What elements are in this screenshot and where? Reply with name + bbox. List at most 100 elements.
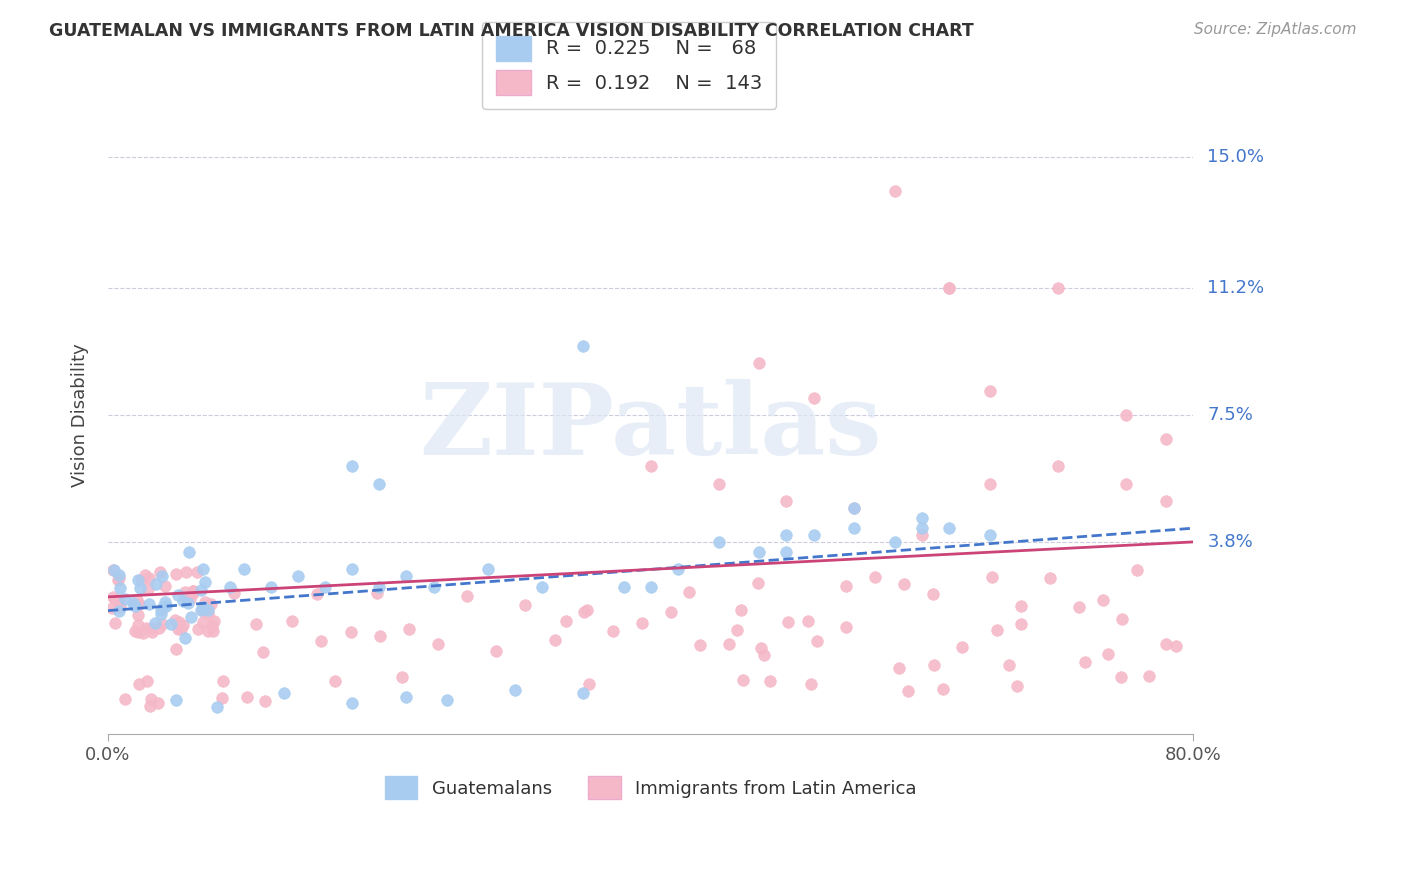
Point (1039, 571, 1062, 585)
Point (186, 565, 208, 579)
Point (152, 599, 174, 614)
Point (219, 580, 242, 594)
Point (1109, 670, 1132, 684)
Point (202, 614, 225, 628)
Point (134, 568, 156, 582)
Point (107, 604, 129, 618)
Point (339, 624, 361, 639)
Point (1115, 476, 1137, 491)
Point (314, 580, 336, 594)
Point (1010, 599, 1032, 613)
Point (165, 642, 187, 657)
Point (1067, 599, 1090, 614)
Point (197, 624, 219, 638)
Point (1111, 612, 1133, 626)
Point (155, 599, 177, 613)
Point (149, 607, 172, 622)
Point (197, 603, 219, 617)
Point (572, 605, 595, 619)
Point (135, 673, 157, 688)
Point (775, 528, 797, 542)
Point (107, 574, 129, 588)
Point (128, 617, 150, 632)
Point (165, 693, 187, 707)
Point (1074, 655, 1097, 669)
Point (980, 570, 1002, 584)
Point (128, 677, 150, 691)
Point (436, 693, 458, 707)
Point (165, 613, 187, 627)
Point (748, 356, 770, 370)
Point (689, 638, 711, 652)
Point (922, 657, 945, 672)
Point (806, 633, 828, 648)
Point (176, 592, 198, 607)
Point (143, 615, 166, 630)
Point (191, 599, 214, 614)
Point (212, 674, 235, 689)
Point (281, 615, 304, 629)
Point (190, 603, 212, 617)
Point (159, 617, 181, 632)
Point (165, 567, 187, 582)
Point (725, 624, 748, 638)
Point (138, 597, 160, 611)
Point (124, 624, 146, 638)
Point (485, 644, 508, 658)
Point (197, 606, 219, 620)
Point (205, 699, 228, 714)
Text: ZIPatlas: ZIPatlas (419, 379, 882, 476)
Point (368, 476, 391, 491)
Legend: Guatemalans, Immigrants from Latin America: Guatemalans, Immigrants from Latin Ameri… (375, 767, 925, 808)
Point (897, 683, 920, 698)
Point (273, 686, 295, 700)
Point (200, 597, 222, 611)
Point (1156, 637, 1178, 651)
Point (342, 459, 364, 474)
Point (201, 619, 224, 633)
Point (395, 690, 418, 704)
Point (180, 610, 202, 624)
Point (342, 562, 364, 576)
Point (169, 622, 191, 636)
Point (422, 580, 444, 594)
Point (114, 692, 136, 706)
Point (427, 637, 450, 651)
Point (1046, 281, 1069, 295)
Point (718, 637, 741, 651)
Point (172, 594, 194, 608)
Point (803, 391, 825, 405)
Text: GUATEMALAN VS IMMIGRANTS FROM LATIN AMERICA VISION DISABILITY CORRELATION CHART: GUATEMALAN VS IMMIGRANTS FROM LATIN AMER… (49, 22, 974, 40)
Point (129, 573, 152, 587)
Point (733, 673, 755, 687)
Point (986, 624, 1008, 638)
Point (797, 615, 820, 629)
Point (730, 603, 752, 617)
Point (844, 500, 866, 515)
Point (167, 588, 190, 602)
Point (391, 670, 413, 684)
Point (938, 281, 960, 295)
Point (776, 615, 799, 629)
Point (835, 620, 858, 634)
Point (1010, 617, 1032, 632)
Point (132, 626, 155, 640)
Point (1092, 593, 1115, 607)
Point (150, 603, 173, 617)
Point (938, 521, 960, 535)
Point (173, 585, 195, 599)
Point (181, 586, 204, 600)
Point (747, 575, 769, 590)
Point (193, 615, 215, 629)
Point (194, 575, 217, 590)
Point (1046, 459, 1069, 474)
Point (640, 459, 662, 474)
Point (368, 580, 391, 594)
Point (998, 658, 1021, 673)
Point (179, 592, 201, 607)
Point (368, 629, 391, 643)
Point (1164, 639, 1187, 653)
Point (101, 601, 124, 615)
Point (932, 682, 955, 697)
Point (613, 580, 636, 594)
